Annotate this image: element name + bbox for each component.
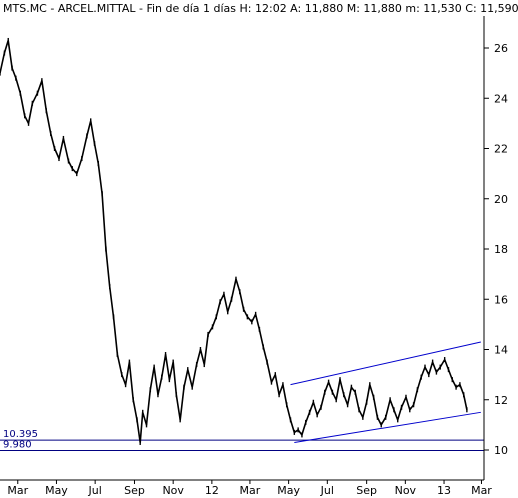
x-tick-label: Mar bbox=[471, 484, 492, 497]
y-tick-label: 12 bbox=[494, 394, 508, 407]
channel-line bbox=[290, 341, 481, 386]
trend-channel bbox=[290, 341, 481, 443]
y-tick-label: 24 bbox=[494, 92, 508, 105]
y-tick-label: 22 bbox=[494, 143, 508, 156]
channel-line bbox=[294, 411, 481, 443]
support-label: 9.980 bbox=[3, 440, 32, 451]
x-tick-label: Jul bbox=[88, 484, 102, 497]
price-series bbox=[0, 37, 468, 445]
chart-title: MTS.MC - ARCEL.MITTAL - Fin de día 1 día… bbox=[3, 2, 518, 15]
x-tick-label: Nov bbox=[395, 484, 417, 497]
y-tick-label: 16 bbox=[494, 293, 508, 306]
y-tick-label: 14 bbox=[494, 344, 508, 357]
y-tick-label: 20 bbox=[494, 193, 508, 206]
y-tick-label: 18 bbox=[494, 243, 508, 256]
x-tick-label: 13 bbox=[437, 484, 451, 497]
x-tick-label: Jul bbox=[320, 484, 334, 497]
x-tick-label: Nov bbox=[162, 484, 184, 497]
y-tick-label: 26 bbox=[494, 42, 508, 55]
chart-axes: 10 12 14 16 18 20 22 24 26 Mar May Jul Sep Nov 12 Mar Ma… bbox=[0, 16, 508, 497]
support-label: 10.395 bbox=[3, 429, 38, 440]
x-tick-label: Sep bbox=[356, 484, 377, 497]
x-tick-label: May bbox=[45, 484, 68, 497]
x-tick-label: Mar bbox=[240, 484, 261, 497]
y-tick-label: 10 bbox=[494, 444, 508, 457]
x-tick-label: May bbox=[277, 484, 300, 497]
x-tick-label: 12 bbox=[205, 484, 219, 497]
x-tick-label: Mar bbox=[7, 484, 28, 497]
x-tick-label: Sep bbox=[124, 484, 145, 497]
